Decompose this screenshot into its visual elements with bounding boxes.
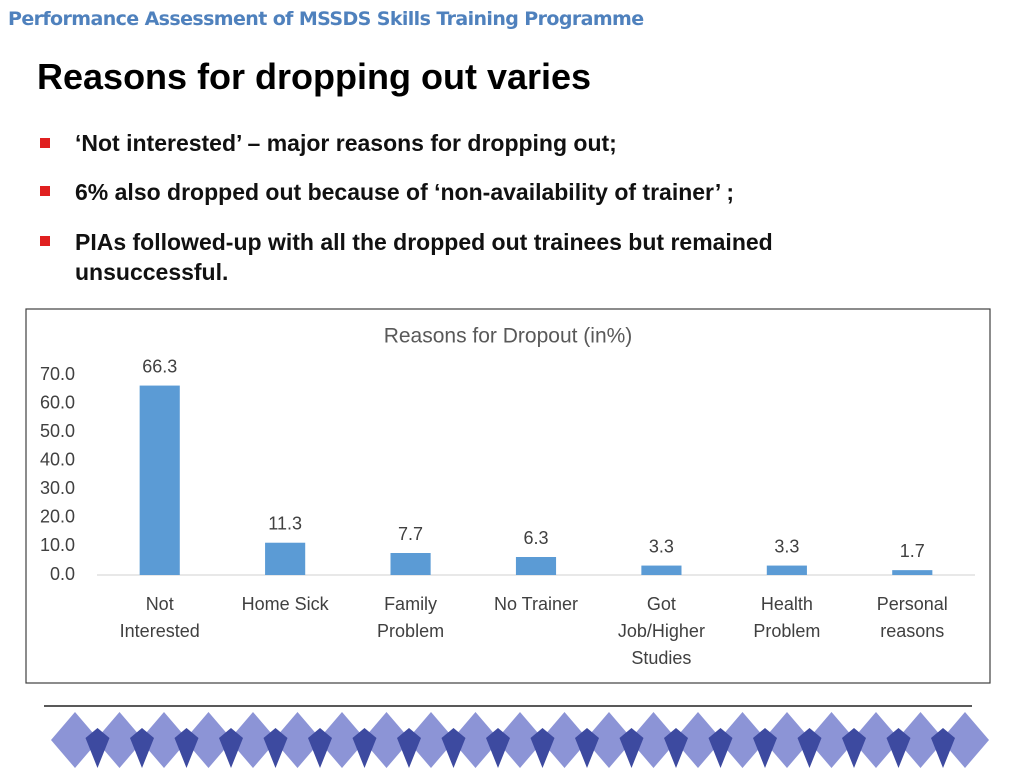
bullet-icon (40, 186, 50, 196)
deco-diamond (629, 712, 678, 768)
y-tick-label: 60.0 (40, 392, 75, 412)
deco-dark (797, 728, 822, 768)
deco-diamond (273, 712, 322, 768)
deco-diamond (318, 712, 366, 768)
deco-diamond (585, 712, 633, 768)
deco-diamond (496, 712, 544, 768)
header-title: Performance Assessment of MSSDS Skills T… (8, 8, 644, 30)
x-tick-label: Family Problem (377, 594, 445, 641)
bar (892, 570, 933, 575)
deco-diamond (674, 712, 722, 768)
deco-diamond (896, 712, 945, 768)
bullet-icon (40, 236, 50, 246)
deco-diamond (362, 712, 411, 768)
y-tick-label: 70.0 (40, 364, 75, 384)
deco-dark (130, 728, 154, 768)
x-tick-label: Not Interested (119, 594, 200, 641)
deco-dark (842, 728, 866, 768)
data-label: 3.3 (774, 536, 799, 556)
y-tick-label: 20.0 (40, 507, 75, 527)
deco-diamond (51, 712, 99, 768)
deco-dark (619, 728, 644, 768)
bullet-text: 6% also dropped out because of ‘non-avai… (75, 179, 735, 205)
deco-dark (530, 728, 555, 768)
x-tick-label: Health Problem (753, 594, 821, 641)
deco-dark (708, 728, 733, 768)
deco-diamond (451, 712, 500, 768)
x-tick-label: No Trainer (493, 594, 579, 614)
chart-title: Reasons for Dropout (in%) (384, 325, 633, 348)
data-label: 7.7 (398, 524, 423, 544)
y-tick-label: 0.0 (50, 564, 75, 584)
deco-diamond (540, 712, 589, 768)
y-tick-label: 10.0 (40, 535, 75, 555)
deco-dark (174, 728, 199, 768)
x-tick-label: Home Sick (241, 594, 329, 614)
bullet-text: ‘Not interested’ – major reasons for dro… (75, 130, 617, 156)
deco-diamond (95, 712, 144, 768)
deco-dark (575, 728, 599, 768)
deco-diamond (852, 712, 900, 768)
data-label: 1.7 (900, 541, 925, 561)
x-tick-label: Personal reasons (876, 594, 948, 641)
deco-dark (441, 728, 466, 768)
deco-diamond (807, 712, 856, 768)
deco-dark (219, 728, 243, 768)
deco-dark (931, 728, 955, 768)
slide-title: Reasons for dropping out varies (37, 56, 592, 97)
y-tick-label: 50.0 (40, 421, 75, 441)
deco-diamond (718, 712, 767, 768)
bar (265, 542, 306, 575)
bar (515, 557, 557, 575)
y-tick-label: 30.0 (40, 478, 75, 498)
deco-dark (486, 728, 510, 768)
deco-dark (753, 728, 777, 768)
bullet-text: PIAs followed-up with all the dropped ou… (75, 229, 773, 285)
data-label: 11.3 (268, 513, 302, 533)
deco-diamond (229, 712, 277, 768)
data-label: 66.3 (142, 356, 177, 376)
deco-diamond (140, 712, 188, 768)
deco-dark (886, 728, 911, 768)
data-label: 3.3 (649, 536, 674, 556)
data-label: 6.3 (523, 528, 548, 548)
chart-frame (25, 308, 991, 684)
deco-diamond (763, 712, 811, 768)
deco-diamond (184, 712, 233, 768)
x-tick-label: Got Job/Higher Studies (617, 594, 705, 668)
deco-dark (352, 728, 377, 768)
deco-diamond (941, 712, 989, 768)
y-tick-label: 40.0 (40, 449, 75, 469)
footer-decoration (51, 712, 989, 768)
bullet-icon (40, 138, 50, 148)
bar (641, 565, 682, 575)
deco-dark (397, 728, 421, 768)
bar (766, 565, 807, 575)
bar (139, 385, 180, 575)
deco-diamond (407, 712, 455, 768)
deco-dark (308, 728, 332, 768)
deco-dark (664, 728, 688, 768)
deco-dark (85, 728, 110, 768)
bar (390, 553, 431, 575)
deco-dark (263, 728, 288, 768)
